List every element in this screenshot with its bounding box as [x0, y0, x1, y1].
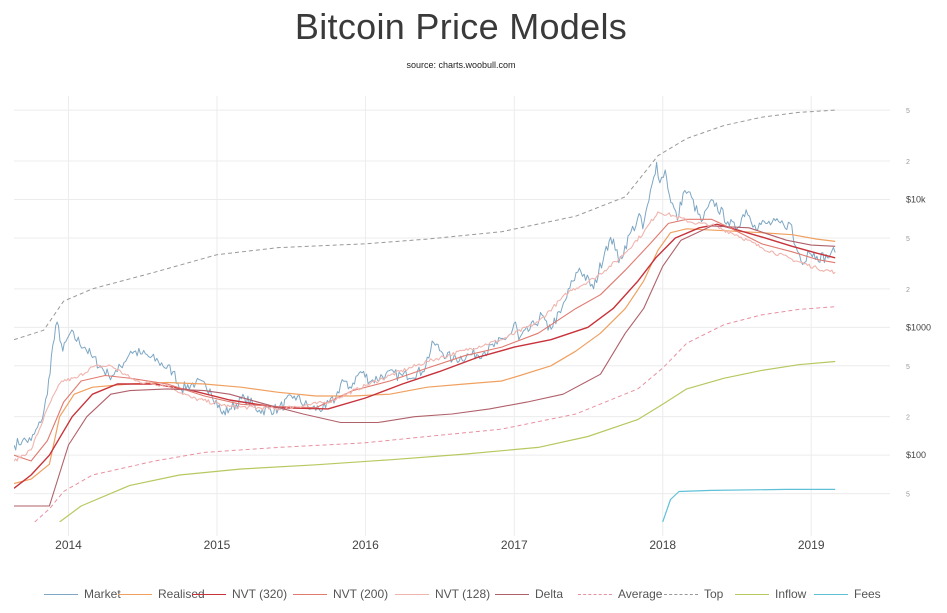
legend-label: Average	[618, 587, 663, 601]
series-line-nvt-128	[14, 211, 836, 462]
x-tick-label: 2016	[352, 538, 379, 552]
legend-label: NVT (200)	[333, 587, 389, 601]
series-line-nvt-320	[14, 223, 836, 489]
series-line-average	[34, 306, 836, 522]
legend-item-market[interactable]: Market	[44, 585, 121, 603]
x-tick-label: 2018	[649, 538, 676, 552]
y-tick-label: 5	[906, 364, 910, 371]
chart-legend: Market Realised NVT (320) NVT (200) NVT (128…	[0, 585, 947, 605]
series-line-top	[14, 109, 836, 341]
legend-item-nvt-200[interactable]: NVT (200)	[293, 585, 388, 603]
series-group	[14, 109, 836, 522]
legend-item-delta[interactable]: Delta	[495, 585, 563, 603]
legend-item-top[interactable]: Top	[664, 585, 723, 603]
series-line-fees	[662, 488, 836, 522]
legend-item-fees[interactable]: Fees	[814, 585, 881, 603]
x-tick-label: 2019	[798, 538, 825, 552]
legend-swatch	[735, 593, 769, 595]
legend-item-average[interactable]: Average	[578, 585, 662, 603]
legend-item-nvt-128[interactable]: NVT (128)	[395, 585, 490, 603]
legend-swatch	[814, 593, 848, 595]
x-tick-label: 2017	[501, 538, 528, 552]
y-tick-label: 5	[906, 492, 910, 499]
legend-item-nvt-320[interactable]: NVT (320)	[192, 585, 287, 603]
legend-swatch	[495, 593, 529, 595]
legend-label: Top	[704, 587, 724, 601]
series-line-realised	[14, 228, 836, 485]
legend-swatch	[293, 593, 327, 595]
legend-swatch	[395, 593, 429, 595]
y-tick-label: $1000	[906, 322, 931, 332]
y-tick-label: 5	[906, 108, 910, 115]
legend-swatch	[192, 593, 226, 595]
legend-label: Inflow	[775, 587, 807, 601]
series-line-market	[14, 161, 836, 451]
legend-swatch	[664, 593, 698, 595]
y-tick-label: 2	[906, 159, 910, 166]
legend-swatch	[44, 593, 78, 595]
y-tick-label: $10k	[906, 194, 926, 204]
series-line-inflow	[59, 360, 836, 522]
x-tick-label: 2014	[55, 538, 82, 552]
chart-subtitle: source: charts.woobull.com	[406, 60, 516, 70]
y-tick-label: 2	[906, 415, 910, 422]
legend-label: Delta	[535, 587, 564, 601]
chart-title: Bitcoin Price Models	[294, 6, 628, 47]
series-line-nvt-200	[14, 218, 836, 462]
y-tick-label: 2	[906, 287, 910, 294]
legend-label: NVT (320)	[232, 587, 288, 601]
legend-item-inflow[interactable]: Inflow	[735, 585, 806, 603]
legend-label: Realised	[158, 587, 205, 601]
x-tick-label: 2015	[204, 538, 231, 552]
legend-label: Fees	[854, 587, 881, 601]
legend-swatch	[118, 593, 152, 595]
legend-label: Market	[84, 587, 121, 601]
y-tick-label: $100	[906, 450, 926, 460]
legend-swatch	[578, 593, 612, 595]
y-tick-label: 5	[906, 236, 910, 243]
legend-label: NVT (128)	[435, 587, 491, 601]
series-line-delta	[14, 225, 836, 507]
chart-plot-area: 5 2 $10k 5 2 $1000 5 2 $100 5 2014 2015 2016 2017 2018…	[14, 96, 931, 552]
legend-item-realised[interactable]: Realised	[118, 585, 205, 603]
